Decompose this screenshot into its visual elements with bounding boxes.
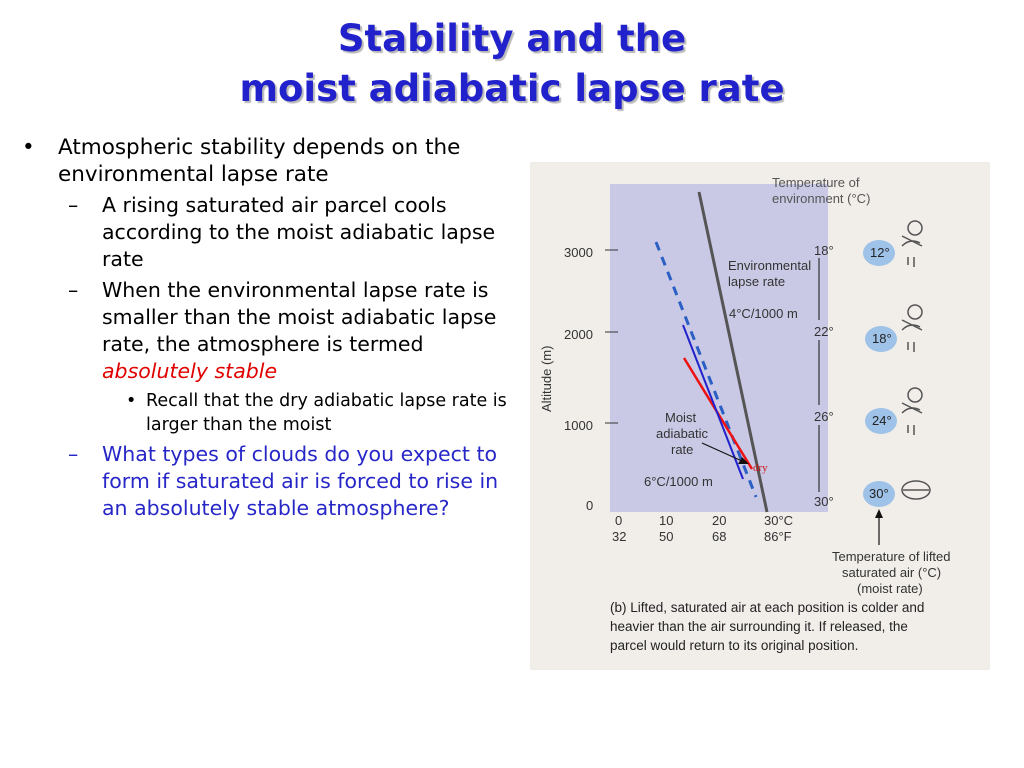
- env-temp-3000: 18°: [814, 243, 834, 258]
- slide-title-line-2: moist adiabatic lapse rate: [239, 67, 785, 110]
- bullet-list: • Atmospheric stability depends on the e…: [22, 134, 512, 522]
- x-tick-c-30: 30°C: [764, 513, 793, 528]
- bullet-level-2-question: – What types of clouds do you expect to …: [22, 441, 512, 522]
- env-label-2: lapse rate: [728, 274, 785, 289]
- parcel-temp-1000: 24°: [872, 413, 892, 428]
- emphasis-absolutely-stable: absolutely stable: [102, 359, 278, 383]
- x-tick-c-10: 10: [659, 513, 673, 528]
- dash-icon: –: [68, 193, 79, 217]
- bullet-level-2: – A rising saturated air parcel cools ac…: [22, 192, 512, 273]
- bullet-dot-icon: •: [22, 135, 35, 160]
- moist-pointer-arrow: [701, 442, 743, 462]
- env-temp-2000: 22°: [814, 324, 834, 339]
- env-temp-1000: 26°: [814, 409, 834, 424]
- bullet-dot-icon: •: [126, 391, 137, 411]
- environmental-lapse-line: [697, 191, 769, 513]
- arrowhead-icon: [738, 457, 749, 464]
- lapse-rate-figure: Temperature of environment (°C) Altitude…: [530, 162, 990, 670]
- dash-icon: –: [68, 442, 79, 466]
- moist-rate: 6°C/1000 m: [644, 474, 713, 489]
- parcel-temp-2000: 18°: [872, 331, 892, 346]
- y-tick-3000: 3000: [564, 245, 593, 260]
- y-tick-2000: 2000: [564, 327, 593, 342]
- bottom-label-2: saturated air (°C): [842, 565, 941, 580]
- parcel-figure-icon: [901, 220, 923, 267]
- bottom-label-3: (moist rate): [857, 581, 923, 596]
- bullet-text: Recall that the dry adiabatic lapse rate…: [146, 391, 507, 435]
- bullet-text: Atmospheric stability depends on the env…: [58, 135, 461, 187]
- dry-label: dry: [753, 462, 768, 474]
- caption-line-2: heavier than the air surrounding it. If …: [610, 619, 908, 634]
- parcel-figure-icon: [901, 304, 923, 352]
- moist-label-2: adiabatic: [656, 426, 709, 441]
- x-tick-c-0: 0: [615, 513, 622, 528]
- dash-icon: –: [68, 278, 79, 302]
- y-tick-0: 0: [586, 498, 593, 513]
- arrowhead-icon: [875, 509, 883, 518]
- top-label-2: environment (°C): [772, 191, 870, 206]
- bullet-text: What types of clouds do you expect to fo…: [102, 442, 499, 520]
- env-rate: 4°C/1000 m: [729, 306, 798, 321]
- bottom-label-1: Temperature of lifted: [832, 549, 951, 564]
- x-tick-f-86: 86°F: [764, 529, 792, 544]
- moist-blue-line: [682, 324, 744, 480]
- y-axis-label: Altitude (m): [539, 346, 554, 412]
- bullet-text: A rising saturated air parcel cools acco…: [102, 193, 496, 271]
- x-tick-f-32: 32: [612, 529, 626, 544]
- bullet-level-2: – When the environmental lapse rate is s…: [22, 277, 512, 385]
- moist-adiabatic-line: [654, 241, 758, 498]
- x-tick-c-20: 20: [712, 513, 726, 528]
- top-label-1: Temperature of: [772, 175, 860, 190]
- caption-line-3: parcel would return to its original posi…: [610, 638, 858, 653]
- moist-label-3: rate: [671, 442, 693, 457]
- env-label-1: Environmental: [728, 258, 811, 273]
- diagram-panel: [610, 184, 828, 512]
- x-tick-f-68: 68: [712, 529, 726, 544]
- y-tick-marks: [605, 249, 618, 424]
- parcel-temp-0: 30°: [869, 486, 889, 501]
- slide-title-line-1: Stability and the: [337, 17, 687, 60]
- parcel-temp-3000: 12°: [870, 245, 890, 260]
- env-temp-0: 30°: [814, 494, 834, 509]
- x-tick-f-50: 50: [659, 529, 673, 544]
- bullet-level-3: • Recall that the dry adiabatic lapse ra…: [22, 389, 512, 437]
- bullet-text: When the environmental lapse rate is sma…: [102, 278, 497, 356]
- caption-line-1: (b) Lifted, saturated air at each positi…: [610, 600, 924, 615]
- parcel-blobs: [863, 240, 897, 507]
- bullet-level-1: • Atmospheric stability depends on the e…: [22, 134, 512, 188]
- y-tick-1000: 1000: [564, 418, 593, 433]
- slide-title: Stability and the moist adiabatic lapse …: [0, 14, 1024, 114]
- parcel-figure-icon: [901, 480, 931, 500]
- parcel-figure-icon: [901, 387, 923, 435]
- moist-label-1: Moist: [665, 410, 696, 425]
